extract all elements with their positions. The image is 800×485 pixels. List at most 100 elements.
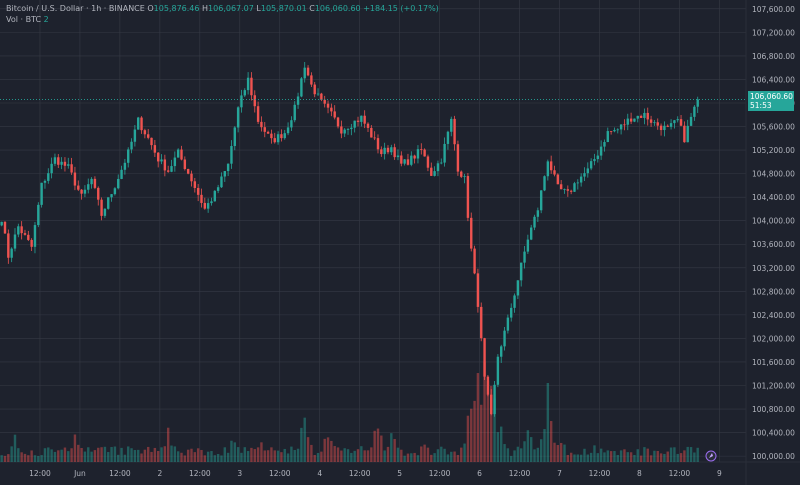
volume-bar: [453, 451, 456, 462]
candle-body: [147, 134, 150, 138]
candle-body: [296, 96, 300, 105]
candle-body: [559, 184, 563, 190]
candle-body: [173, 157, 177, 167]
volume-bar: [599, 448, 603, 462]
volume-bar: [663, 453, 666, 462]
volume-bar: [539, 439, 543, 462]
candle-body: [529, 227, 533, 240]
volume-bar: [666, 451, 669, 462]
volume-bar: [260, 442, 263, 462]
volume-bar: [150, 451, 153, 462]
volume-bar: [460, 447, 463, 462]
price-tick-label: 102,400.00: [752, 311, 795, 320]
candle-body: [333, 111, 336, 118]
candle-body: [436, 163, 440, 172]
volume-bar: [193, 452, 197, 462]
candle-body: [390, 147, 393, 153]
candlesticks: [0, 62, 699, 417]
volume-bar: [396, 447, 400, 462]
candle-body: [593, 159, 596, 162]
volume-bar: [176, 451, 180, 462]
candle-body: [320, 93, 323, 100]
candle-body: [616, 129, 619, 131]
volume-bar: [433, 453, 436, 462]
candle-body: [576, 182, 580, 184]
volume-bar: [306, 437, 310, 462]
candle-body: [213, 190, 217, 202]
candle-body: [263, 127, 266, 132]
volume-bar: [523, 441, 526, 462]
time-tick-label: 2: [157, 469, 162, 478]
time-axis[interactable]: 12:00 Jun 12:00 2 12:00 3 12:00 4 12:00 5 12:00 6 12…: [29, 469, 722, 478]
candle-body: [689, 116, 693, 126]
volume-bar: [589, 452, 593, 462]
candle-body: [533, 216, 536, 228]
tv-logo-icon[interactable]: [705, 450, 717, 462]
volume-bar: [330, 440, 333, 462]
candle-body: [340, 126, 343, 134]
candle-body: [143, 130, 147, 135]
candle-body: [553, 170, 556, 175]
candle-body: [506, 317, 510, 331]
volume-bar: [559, 442, 563, 462]
volume-bar: [283, 448, 286, 462]
candle-body: [490, 394, 493, 415]
candle-body: [67, 164, 70, 166]
price-axis[interactable]: 107,600.00 107,200.00 106,800.00 106,400.00…: [752, 5, 795, 461]
candle-body: [176, 149, 180, 158]
candle-body: [626, 118, 629, 125]
price-tick-label: 104,000.00: [752, 217, 795, 226]
candle-body: [0, 221, 3, 226]
candle-body: [629, 118, 633, 122]
candle-body: [546, 161, 550, 177]
candle-body: [60, 161, 63, 165]
volume-bar: [423, 444, 426, 462]
volume-bar: [27, 455, 30, 462]
candle-body: [596, 155, 599, 160]
volume-bar: [390, 433, 393, 462]
candle-body: [196, 187, 200, 195]
candle-body: [286, 127, 290, 134]
price-tick-label: 101,600.00: [752, 358, 795, 367]
candle-body: [446, 131, 450, 144]
candle-body: [63, 161, 67, 166]
symbol-title: Bitcoin / U.S. Dollar · 1h · BINANCE: [6, 4, 145, 13]
candle-body: [493, 384, 496, 415]
candle-body: [240, 95, 243, 108]
volume-bar: [593, 445, 596, 462]
candle-body: [426, 156, 430, 168]
candle-body: [373, 137, 376, 139]
candle-body: [80, 189, 83, 194]
candle-body: [23, 233, 27, 235]
low-value: 105,870.01: [260, 4, 307, 13]
volume-bar: [430, 454, 433, 462]
volume-bar: [223, 447, 226, 462]
volume-bar: [13, 434, 17, 462]
candle-body: [543, 176, 546, 191]
volume-bar: [563, 444, 566, 462]
volume-bar: [160, 447, 163, 462]
volume-bar: [356, 449, 360, 462]
volume-bar: [323, 438, 326, 462]
volume-bar: [596, 453, 599, 462]
volume-bar: [529, 437, 533, 462]
volume-bar: [483, 361, 486, 462]
volume-bar: [143, 449, 147, 462]
candle-body: [360, 115, 363, 122]
volume-bar: [23, 453, 27, 462]
volume-bar: [573, 454, 576, 462]
volume-bar: [643, 447, 646, 462]
volume-bar: [130, 448, 133, 462]
candle-body: [463, 176, 466, 177]
volume-bar: [10, 446, 13, 462]
candle-body: [87, 184, 90, 190]
volume-bar: [669, 447, 673, 462]
candle-body: [539, 190, 543, 211]
candle-body: [653, 122, 656, 124]
candle-body: [270, 133, 273, 139]
candle-body: [496, 356, 500, 385]
volume-bar: [603, 452, 606, 462]
volume-bar: [233, 442, 236, 462]
candle-body: [663, 125, 666, 131]
